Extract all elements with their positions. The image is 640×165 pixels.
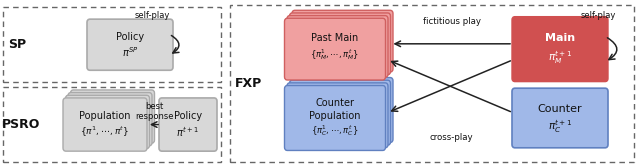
Text: best
response: best response bbox=[135, 102, 173, 121]
Text: PSRO: PSRO bbox=[2, 118, 40, 131]
Text: cross-play: cross-play bbox=[430, 133, 474, 142]
FancyBboxPatch shape bbox=[65, 95, 150, 148]
Bar bbox=[3, 7, 221, 82]
Text: Population: Population bbox=[79, 111, 131, 121]
Text: $\{\pi_C^1, \cdots, \pi_C^t\}$: $\{\pi_C^1, \cdots, \pi_C^t\}$ bbox=[311, 123, 358, 138]
FancyBboxPatch shape bbox=[68, 93, 152, 146]
Text: FXP: FXP bbox=[234, 77, 262, 90]
Text: fictitious play: fictitious play bbox=[423, 17, 481, 26]
Text: self-play: self-play bbox=[580, 12, 616, 20]
Text: $\pi_C^{t+1}$: $\pi_C^{t+1}$ bbox=[548, 118, 572, 135]
FancyBboxPatch shape bbox=[512, 17, 608, 82]
FancyBboxPatch shape bbox=[287, 83, 388, 148]
FancyBboxPatch shape bbox=[285, 85, 385, 150]
FancyBboxPatch shape bbox=[289, 80, 390, 145]
Text: Counter: Counter bbox=[538, 104, 582, 115]
Text: $\{\pi^1, \cdots, \pi^t\}$: $\{\pi^1, \cdots, \pi^t\}$ bbox=[81, 125, 129, 139]
Text: Policy: Policy bbox=[116, 32, 144, 42]
FancyBboxPatch shape bbox=[159, 98, 217, 151]
FancyBboxPatch shape bbox=[87, 19, 173, 70]
Text: $\pi^{t+1}$: $\pi^{t+1}$ bbox=[177, 125, 200, 139]
Bar bbox=[230, 5, 634, 162]
FancyBboxPatch shape bbox=[285, 18, 385, 80]
Text: $\pi_M^{t+1}$: $\pi_M^{t+1}$ bbox=[548, 49, 572, 66]
FancyBboxPatch shape bbox=[289, 13, 390, 75]
Text: Policy: Policy bbox=[174, 111, 202, 121]
Text: Past Main: Past Main bbox=[312, 33, 358, 44]
FancyBboxPatch shape bbox=[70, 90, 154, 143]
Text: $\pi^{SP}$: $\pi^{SP}$ bbox=[122, 45, 138, 59]
Bar bbox=[3, 87, 221, 162]
FancyBboxPatch shape bbox=[292, 10, 393, 72]
Text: $\{\pi_M^1, \cdots, \pi_M^t\}$: $\{\pi_M^1, \cdots, \pi_M^t\}$ bbox=[310, 47, 360, 62]
FancyBboxPatch shape bbox=[292, 78, 393, 142]
FancyBboxPatch shape bbox=[287, 16, 388, 77]
Text: Population: Population bbox=[309, 111, 361, 121]
FancyBboxPatch shape bbox=[63, 98, 147, 151]
Text: SP: SP bbox=[8, 38, 26, 51]
Text: Main: Main bbox=[545, 33, 575, 44]
FancyBboxPatch shape bbox=[512, 88, 608, 148]
Text: Counter: Counter bbox=[316, 98, 355, 108]
Text: self-play: self-play bbox=[134, 12, 170, 20]
